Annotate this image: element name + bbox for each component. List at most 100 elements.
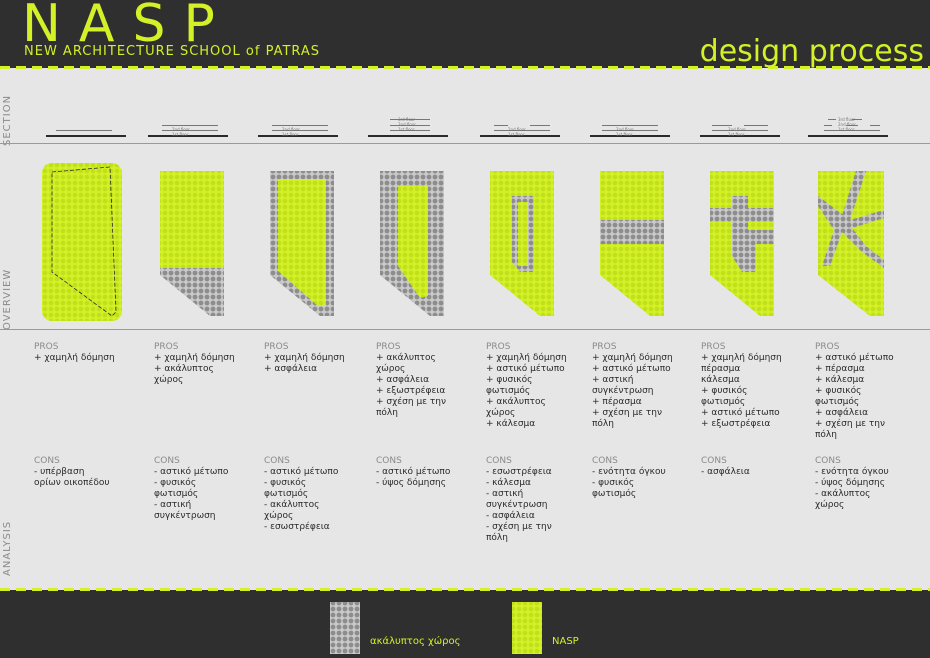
cons-block-5: CONS - εσωστρέφεια - κάλεσμα - αστική συγκέν…	[486, 456, 584, 544]
cons-item: πόλη	[486, 533, 508, 543]
pros-item: + αστικό μέτωπο	[592, 364, 671, 374]
pros-block-4: PROS + ακάλυπτος χώρος + ασφάλεια + εξωστρέφ…	[376, 342, 474, 419]
pros-item: χώρος	[486, 408, 516, 418]
pros-item: + πέρασμα	[592, 397, 642, 407]
pros-heading: PROS	[264, 342, 289, 352]
pros-item: + χαμηλή δόμηση	[154, 353, 235, 363]
section-4	[368, 119, 448, 137]
cons-item: - κάλεσμα	[486, 478, 531, 488]
pros-item: + σχέση με την	[376, 397, 447, 407]
cons-heading: CONS	[34, 456, 60, 466]
cons-heading: CONS	[486, 456, 512, 466]
cons-item: - αστική	[486, 489, 524, 499]
pros-item: + ασφάλεια	[815, 408, 869, 418]
top-dashed-edge	[0, 66, 930, 69]
floor-label: 2nd floor	[728, 127, 746, 132]
cons-block-4: CONS - αστικό μέτωπο - ύψος δόμησης	[376, 456, 474, 489]
cons-item: - ασφάλεια	[486, 511, 535, 521]
cons-item: - ενότητα όγκου	[815, 467, 889, 477]
pros-item: + ακάλυπτος	[154, 364, 214, 374]
section-3	[258, 125, 338, 137]
cons-block-3: CONS - αστικό μέτωπο - φυσικός φωτισμός - ακ…	[264, 456, 362, 533]
legend-green-swatch	[512, 602, 542, 654]
cons-heading: CONS	[701, 456, 727, 466]
floor-label: 2nd floor	[616, 127, 634, 132]
cons-item: - φυσικός	[154, 478, 197, 488]
pros-item: + εξωστρέφεια	[376, 386, 446, 396]
pros-item: + ακάλυπτος	[486, 397, 546, 407]
cons-item: - εσωστρέφεια	[264, 522, 330, 532]
pros-heading: PROS	[34, 342, 59, 352]
pros-block-7: PROS + χαμηλή δόμηση πέρασμα κάλεσμα + φυσικ…	[701, 342, 799, 430]
overview-5	[490, 171, 554, 316]
cons-item: - ασφάλεια	[701, 467, 750, 477]
section-8	[808, 119, 888, 137]
section-6	[590, 125, 670, 137]
cons-item: φωτισμός	[154, 489, 199, 499]
pros-item: χώρος	[154, 375, 184, 385]
cons-item: χώρος	[815, 500, 845, 510]
floor-label: 2nd floor	[508, 127, 526, 132]
floor-label: 1st floor	[398, 127, 415, 132]
cons-item: συγκέντρωση	[154, 511, 216, 521]
cons-item: - ακάλυπτος	[264, 500, 320, 510]
cons-item: - φυσικός	[264, 478, 307, 488]
cons-block-2: CONS - αστικό μέτωπο - φυσικός φωτισμός - ασ…	[154, 456, 252, 522]
cons-item: - αστική	[154, 500, 192, 510]
floor-label: 1st floor	[172, 132, 189, 137]
floor-label: 1st floor	[282, 132, 299, 137]
school-subtitle: NEW ARCHITECTURE SCHOOL of PATRAS	[24, 44, 321, 59]
cons-heading: CONS	[154, 456, 180, 466]
cons-item: φωτισμός	[592, 489, 637, 499]
overview-3	[270, 171, 334, 316]
cons-item: - σχέση με την	[486, 522, 552, 532]
pros-heading: PROS	[815, 342, 840, 352]
cons-item: χώρος	[264, 511, 294, 521]
section-2	[148, 125, 228, 137]
cons-item: συγκέντρωση	[486, 500, 548, 510]
pros-block-5: PROS + χαμηλή δόμηση + αστικό μέτωπο + φυσι…	[486, 342, 584, 430]
header: NASP NEW ARCHITECTURE SCHOOL of PATRAS d…	[0, 0, 930, 70]
pros-item: χώρος	[376, 364, 406, 374]
cons-heading: CONS	[592, 456, 618, 466]
pros-item: + ακάλυπτος	[376, 353, 436, 363]
section-7	[700, 125, 780, 137]
pros-item: + σχέση με την	[815, 419, 886, 429]
pros-item: + φυσικός	[701, 386, 748, 396]
pros-heading: PROS	[486, 342, 511, 352]
floor-label: 1st floor	[616, 132, 633, 137]
page-title: design process	[699, 34, 924, 69]
cons-item: ορίων οικοπέδου	[34, 478, 110, 488]
pros-item: + σχέση με την	[592, 408, 663, 418]
cons-item: - αστικό μέτωπο	[154, 467, 229, 477]
pros-item: φωτισμός	[701, 397, 746, 407]
floor-label: 2nd floor	[838, 122, 856, 127]
pros-item: + χαμηλή δόμηση	[34, 353, 115, 363]
pros-heading: PROS	[701, 342, 726, 352]
cons-heading: CONS	[376, 456, 402, 466]
floor-label: 2nd floor	[282, 127, 300, 132]
floor-label: 1st floor	[728, 132, 745, 137]
cons-item: - αστικό μέτωπο	[264, 467, 339, 477]
pros-item: + αστικό μέτωπο	[701, 408, 780, 418]
pros-block-3: PROS + χαμηλή δόμηση + ασφάλεια	[264, 342, 362, 375]
bottom-dashed-edge	[0, 588, 930, 591]
cons-item: - ύψος δόμησης	[815, 478, 886, 488]
pros-item: + χαμηλή δόμηση	[592, 353, 673, 363]
cons-item: φωτισμός	[264, 489, 309, 499]
pros-item: + αστικό μέτωπο	[815, 353, 894, 363]
pros-item: + φυσικός	[815, 386, 862, 396]
cons-item: - ύψος δόμησης	[376, 478, 447, 488]
pros-item: + αστική	[592, 375, 634, 385]
pros-block-8: PROS + αστικό μέτωπο + πέρασμα + κάλεσμα + φ…	[815, 342, 913, 441]
pros-item: + εξωστρέφεια	[701, 419, 771, 429]
pros-item: πόλη	[376, 408, 398, 418]
pros-item: + ασφάλεια	[264, 364, 318, 374]
pros-item: + κάλεσμα	[486, 419, 536, 429]
floor-label: 1st floor	[838, 127, 855, 132]
pros-heading: PROS	[592, 342, 617, 352]
pros-item: + χαμηλή δόμηση	[701, 353, 782, 363]
pros-item: πέρασμα	[701, 364, 741, 374]
pros-item: + ασφάλεια	[376, 375, 430, 385]
row-divider-overview	[0, 329, 930, 330]
